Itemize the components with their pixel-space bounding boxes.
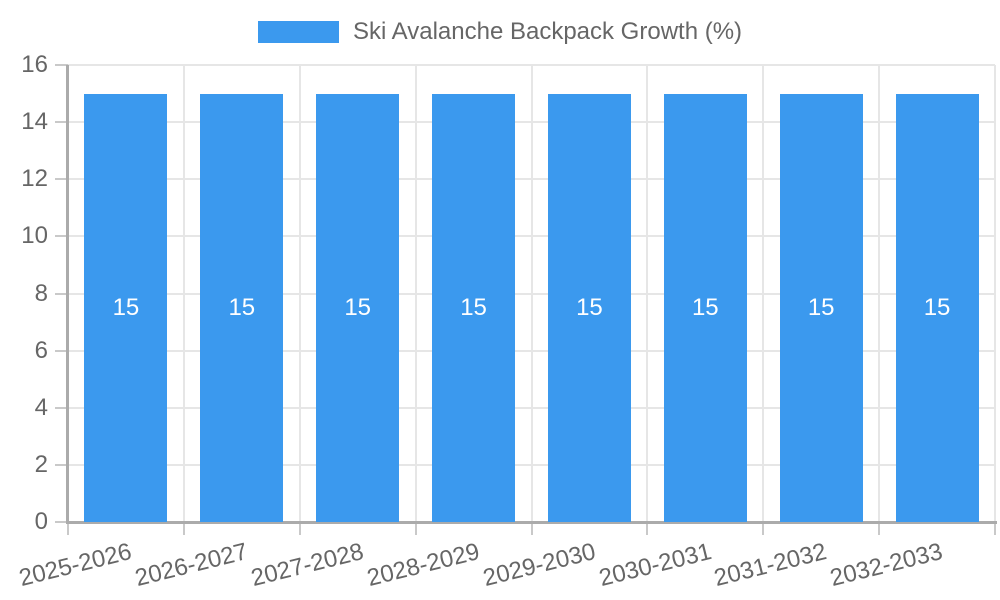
- bar: [895, 93, 979, 522]
- legend-label: Ski Avalanche Backpack Growth (%): [352, 18, 743, 45]
- bar-value-label: 15: [691, 293, 719, 321]
- x-axis-tick: [530, 522, 533, 535]
- v-gridline: [646, 65, 649, 522]
- x-axis-tick-label: 2030-2031: [595, 538, 714, 592]
- x-axis-tick-label: 2029-2030: [480, 538, 598, 592]
- x-axis-line: [66, 521, 997, 524]
- x-axis-tick: [182, 522, 185, 535]
- y-axis-tick: [55, 406, 68, 409]
- bar-value-label: 15: [576, 293, 603, 321]
- x-axis-tick-label: 2028-2029: [364, 538, 483, 592]
- v-gridline: [762, 65, 765, 522]
- y-axis-tick: [55, 292, 68, 295]
- y-axis-tick-label: 14: [21, 108, 48, 136]
- bar: [547, 93, 631, 522]
- x-axis-tick-label: 2032-2033: [827, 538, 946, 592]
- bar: [200, 93, 284, 522]
- bar: [663, 93, 747, 522]
- legend-swatch-icon: [257, 21, 339, 43]
- v-gridline: [298, 65, 301, 522]
- y-axis-tick-label: 4: [34, 393, 48, 421]
- y-axis-tick-label: 2: [34, 450, 48, 478]
- y-axis-tick: [55, 463, 68, 466]
- bar-value-label: 15: [344, 293, 372, 321]
- x-axis-tick-label: 2026-2027: [132, 538, 251, 592]
- bar: [316, 93, 400, 522]
- v-gridline: [878, 65, 881, 522]
- bar: [432, 93, 516, 522]
- y-axis-tick: [55, 64, 68, 66]
- y-axis-tick-label: 6: [34, 336, 48, 364]
- x-axis-tick-label: 2025-2026: [16, 538, 135, 592]
- y-axis-tick-label: 12: [21, 165, 48, 193]
- v-gridline: [994, 65, 996, 522]
- y-axis-tick-label: 10: [21, 222, 48, 250]
- y-axis-tick: [55, 521, 68, 523]
- y-axis-tick-label: 16: [21, 51, 48, 78]
- x-axis-tick: [646, 522, 649, 535]
- v-gridline: [182, 65, 185, 522]
- legend-item[interactable]: Ski Avalanche Backpack Growth (%): [257, 18, 743, 46]
- chart-legend: Ski Avalanche Backpack Growth (%): [0, 18, 1000, 46]
- bar-value-label: 15: [112, 293, 140, 321]
- x-axis-tick-label: 2027-2028: [248, 538, 367, 592]
- x-axis-tick: [67, 522, 69, 535]
- bar-value-label: 15: [228, 293, 256, 321]
- y-axis-tick-label: 8: [34, 279, 48, 307]
- y-axis-tick: [55, 121, 68, 124]
- y-axis-tick-label: 0: [34, 508, 48, 535]
- x-axis-tick: [762, 522, 765, 535]
- bar-value-label: 15: [923, 293, 951, 321]
- v-gridline: [414, 65, 417, 522]
- x-axis-tick: [994, 522, 996, 535]
- x-axis-tick: [298, 522, 301, 535]
- v-gridline: [530, 65, 533, 522]
- bar-value-label: 15: [807, 293, 835, 321]
- y-axis-tick: [55, 235, 68, 238]
- bar: [779, 93, 863, 522]
- x-axis-tick: [878, 522, 881, 535]
- y-axis-tick: [55, 178, 68, 181]
- x-axis-tick: [414, 522, 417, 535]
- x-axis-tick-label: 2031-2032: [711, 538, 830, 592]
- bar-value-label: 15: [460, 293, 487, 321]
- bar: [84, 93, 168, 522]
- y-axis-line: [66, 65, 69, 524]
- y-axis-tick: [55, 349, 68, 352]
